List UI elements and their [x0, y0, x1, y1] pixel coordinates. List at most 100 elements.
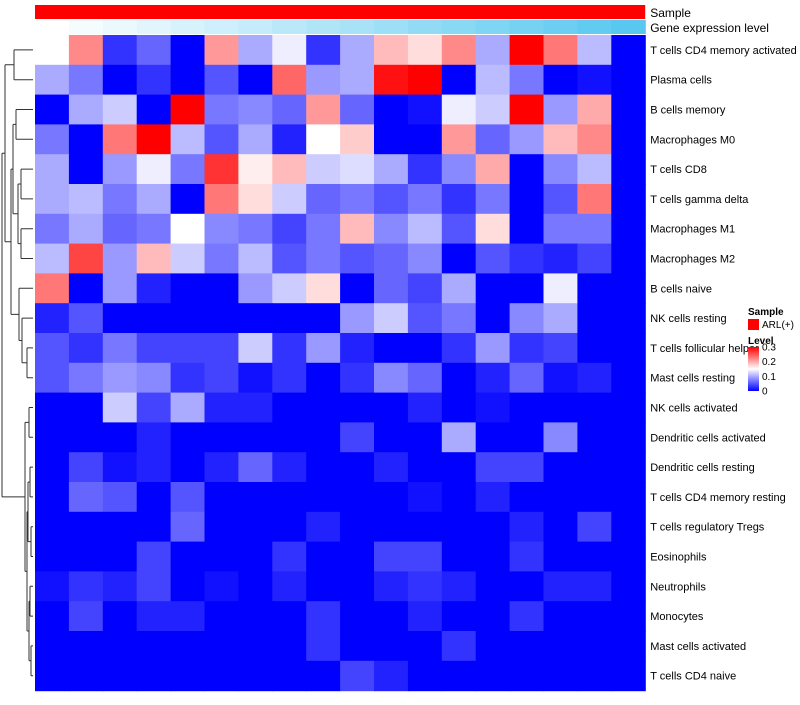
heatmap-cell: [68, 511, 104, 543]
heatmap-cell: [577, 303, 612, 334]
heatmap-cell: [509, 452, 545, 483]
heatmap-cell: [204, 631, 239, 662]
heatmap-cell: [374, 362, 409, 394]
annotation-cell-gene-expression: [136, 20, 172, 34]
heatmap-cell: [475, 631, 511, 662]
heatmap-cell: [543, 94, 578, 125]
heatmap-cell: [102, 392, 138, 423]
heatmap-cell: [68, 362, 104, 394]
heatmap-cell: [340, 511, 375, 543]
legend-gradient-bar: [748, 347, 759, 391]
heatmap-cell: [407, 154, 443, 185]
heatmap-cell: [35, 571, 70, 602]
heatmap-cell: [170, 601, 206, 632]
heatmap-cell: [238, 35, 273, 66]
heatmap-cell: [102, 35, 138, 66]
heatmap-cell: [306, 64, 341, 96]
heatmap-cell: [102, 213, 138, 245]
heatmap-cell: [35, 303, 70, 334]
dendrogram-branch: [1, 152, 25, 498]
heatmap-cell: [543, 154, 578, 185]
row-label: Mast cells activated: [650, 641, 746, 653]
row-label: Macrophages M1: [650, 224, 735, 236]
heatmap-cell: [272, 452, 307, 483]
heatmap-cell: [577, 154, 612, 185]
heatmap-cell: [475, 511, 511, 543]
row-label: Neutrophils: [650, 581, 706, 593]
heatmap-cell: [68, 660, 104, 692]
heatmap-cell: [374, 452, 409, 483]
heatmap-cell: [204, 362, 239, 394]
heatmap-cell: [611, 333, 646, 364]
heatmap-cell: [272, 571, 307, 602]
heatmap-cell: [238, 601, 273, 632]
heatmap-cell: [441, 213, 477, 245]
heatmap-cell: [136, 601, 172, 632]
row-label: T cells CD8: [650, 164, 707, 176]
dendrogram-branch: [29, 585, 33, 617]
heatmap-cell: [136, 35, 172, 66]
heatmap-cell: [170, 452, 206, 483]
heatmap-cell: [374, 571, 409, 602]
heatmap-cell: [170, 511, 206, 543]
heatmap-cell: [102, 631, 138, 662]
heatmap-cell: [407, 571, 443, 602]
heatmap-cell: [35, 601, 70, 632]
heatmap-cell: [543, 571, 578, 602]
heatmap-cell: [374, 243, 409, 274]
row-label: B cells naive: [650, 283, 712, 295]
heatmap-cell: [306, 571, 341, 602]
heatmap-cell: [68, 154, 104, 185]
heatmap-cell: [577, 541, 612, 572]
heatmap-cell: [102, 184, 138, 215]
heatmap-cell: [543, 273, 578, 304]
heatmap-cell: [577, 64, 612, 96]
heatmap-cell: [407, 631, 443, 662]
heatmap-cell: [238, 392, 273, 423]
row-label: Mast cells resting: [650, 373, 735, 385]
heatmap-cell: [68, 94, 104, 125]
heatmap-cell: [170, 333, 206, 364]
heatmap-cell: [577, 243, 612, 274]
heatmap-cell: [170, 94, 206, 125]
heatmap-cell: [611, 154, 646, 185]
dendrogram-branch: [20, 228, 33, 259]
annotation-cell-gene-expression: [204, 20, 239, 34]
heatmap-cell: [374, 511, 409, 543]
heatmap-cell: [441, 243, 477, 274]
heatmap-cell: [509, 660, 545, 692]
heatmap-cell: [170, 213, 206, 245]
heatmap-cell: [543, 213, 578, 245]
heatmap-cell: [238, 333, 273, 364]
heatmap-cell: [272, 124, 307, 155]
heatmap-cell: [441, 35, 477, 66]
heatmap-cell: [475, 273, 511, 304]
heatmap-cell: [238, 213, 273, 245]
legend-tick-label: 0.1: [762, 372, 776, 383]
heatmap-cell: [35, 333, 70, 364]
heatmap-cell: [170, 243, 206, 274]
heatmap-cell: [374, 333, 409, 364]
heatmap-cell: [340, 571, 375, 602]
dendrogram-branch: [20, 168, 33, 200]
heatmap-cells: [35, 35, 646, 692]
heatmap-cell: [68, 333, 104, 364]
heatmap-cell: [340, 273, 375, 304]
heatmap-cell: [611, 94, 646, 125]
heatmap-cell: [238, 303, 273, 334]
heatmap-cell: [441, 333, 477, 364]
legend-title-level: Level: [748, 336, 774, 347]
heatmap-cell: [102, 482, 138, 513]
heatmap-cell: [374, 660, 409, 692]
heatmap-cell: [611, 541, 646, 572]
heatmap-cell: [35, 392, 70, 423]
heatmap-cell: [543, 392, 578, 423]
heatmap-cell: [170, 273, 206, 304]
heatmap-cell: [475, 213, 511, 245]
heatmap-cell: [204, 422, 239, 453]
row-label: Dendritic cells activated: [650, 432, 766, 444]
heatmap-cell: [475, 482, 511, 513]
dendrogram-branch: [15, 109, 33, 140]
heatmap-cell: [407, 124, 443, 155]
row-labels: T cells CD4 memory activated Plasma cells…: [650, 45, 797, 683]
